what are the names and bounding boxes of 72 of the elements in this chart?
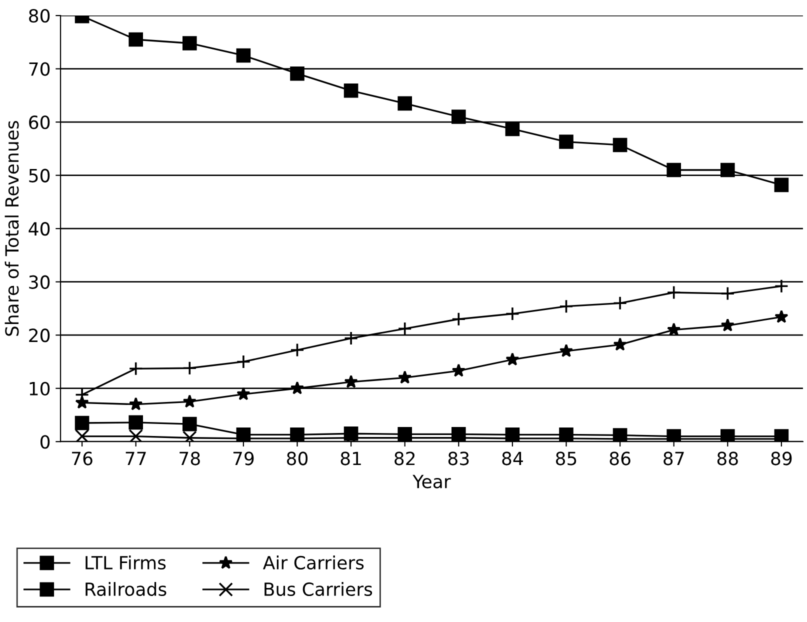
point bbox=[74, 429, 90, 442]
point bbox=[506, 352, 520, 366]
point bbox=[74, 416, 90, 430]
point bbox=[559, 344, 574, 358]
point bbox=[774, 278, 789, 294]
point bbox=[720, 318, 734, 332]
x-tick-label: 89 bbox=[771, 452, 792, 466]
x-tick-label: 83 bbox=[448, 452, 469, 466]
point bbox=[290, 342, 304, 358]
x-tick-label: 76 bbox=[72, 452, 92, 466]
y-tick-label: 80 bbox=[29, 9, 50, 23]
x-tick-label: 79 bbox=[233, 452, 254, 466]
point bbox=[398, 322, 412, 336]
x-tick-label: 81 bbox=[340, 452, 361, 466]
point bbox=[452, 364, 466, 377]
y-tick-label: 20 bbox=[29, 328, 50, 342]
x-tick-label: 77 bbox=[126, 452, 146, 466]
point bbox=[774, 310, 788, 323]
point bbox=[75, 396, 89, 409]
point bbox=[344, 374, 358, 388]
x-tick-label: 80 bbox=[286, 452, 308, 466]
point bbox=[666, 322, 681, 336]
point bbox=[344, 331, 358, 346]
legend-label: Railroads bbox=[86, 582, 166, 596]
point bbox=[612, 138, 628, 152]
point bbox=[666, 162, 681, 178]
legend-label: Air Carriers bbox=[262, 556, 364, 570]
x-tick-label: 85 bbox=[556, 452, 576, 466]
point bbox=[451, 312, 466, 326]
y-tick-label: 60 bbox=[29, 116, 50, 130]
point bbox=[128, 362, 143, 376]
x-tick-label: 88 bbox=[717, 452, 738, 466]
point bbox=[182, 416, 197, 432]
point bbox=[236, 48, 251, 63]
point bbox=[398, 370, 412, 384]
point bbox=[128, 32, 143, 47]
legend-label: Bus Carriers bbox=[264, 582, 372, 596]
point bbox=[666, 285, 681, 300]
x-tick-label: 84 bbox=[502, 452, 523, 466]
point bbox=[559, 134, 574, 149]
y-tick-label: 40 bbox=[28, 222, 50, 236]
x-axis-title: Year bbox=[412, 474, 451, 488]
y-tick-label: 0 bbox=[40, 435, 50, 449]
point bbox=[398, 96, 412, 111]
point bbox=[344, 83, 358, 98]
point bbox=[451, 110, 466, 124]
point bbox=[128, 397, 143, 410]
point bbox=[236, 354, 251, 369]
point bbox=[290, 66, 304, 81]
legend-label: LTL Firms bbox=[86, 556, 166, 570]
point bbox=[236, 387, 250, 400]
y-axis-title: Share of Total Revenues bbox=[4, 121, 19, 336]
point bbox=[182, 36, 197, 50]
point bbox=[505, 306, 520, 321]
point bbox=[182, 394, 196, 408]
point bbox=[128, 415, 143, 430]
x-tick-label: 86 bbox=[610, 452, 630, 466]
x-tick-label: 87 bbox=[664, 452, 684, 466]
point bbox=[505, 122, 520, 136]
y-tick-label: 30 bbox=[29, 275, 50, 289]
point bbox=[559, 299, 574, 314]
y-tick-label: 10 bbox=[30, 382, 50, 396]
point bbox=[720, 162, 735, 178]
x-tick-label: 82 bbox=[394, 452, 415, 466]
y-tick-label: 70 bbox=[29, 62, 50, 76]
point bbox=[128, 429, 143, 442]
point bbox=[720, 286, 735, 301]
point bbox=[613, 338, 627, 351]
point bbox=[774, 178, 789, 192]
x-tick-label: 78 bbox=[180, 452, 200, 466]
point bbox=[290, 381, 304, 394]
y-tick-label: 50 bbox=[29, 168, 50, 182]
